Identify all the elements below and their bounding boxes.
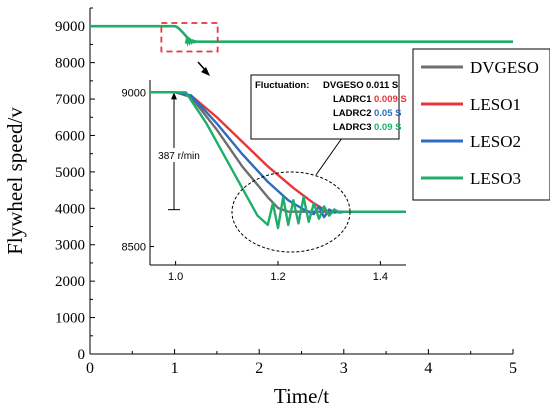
y-tick-label: 6000 (55, 128, 85, 144)
x-tick-label: 3 (340, 360, 348, 377)
drop-annotation-label: 387 r/min (158, 151, 200, 162)
oscillation-ellipse (231, 171, 351, 253)
y-axis-label: Flywheel speed/v (3, 107, 27, 255)
fluctuation-title: Fluctuation: (255, 80, 309, 91)
fluctuation-label: DVGESO (323, 80, 364, 91)
y-tick-label: 5000 (55, 165, 85, 181)
inset-series-leso3 (150, 91, 406, 230)
x-tick-label: 5 (509, 360, 517, 377)
zoom-arrow-head (201, 67, 210, 76)
fluctuation-label: LADRC3 (333, 122, 372, 133)
fluctuation-value: 0.009 S (374, 94, 407, 105)
fluctuation-label: LADRC1 (333, 94, 372, 105)
main-oscillation (184, 35, 199, 47)
legend-label-leso2: LESO2 (470, 132, 521, 151)
legend-label-dvgeso: DVGESO (470, 58, 539, 77)
inset-y-tick-label: 8500 (122, 242, 146, 254)
series-line-leso3 (90, 24, 513, 43)
y-tick-label: 4000 (55, 201, 85, 217)
fluctuation-label: LADRC2 (333, 108, 372, 119)
x-tick-label: 0 (86, 360, 94, 377)
drop-annotation-bg (155, 148, 203, 162)
series-line-leso1 (90, 25, 513, 43)
fluctuation-value: 0.05 S (374, 108, 401, 119)
ellipse-callout-line (315, 137, 343, 176)
inset-x-tick-label: 1.0 (168, 271, 183, 283)
legend-label-leso1: LESO1 (470, 95, 521, 114)
y-tick-label: 1000 (55, 311, 85, 327)
inset-x-tick-label: 1.2 (270, 271, 285, 283)
legend-box (412, 48, 550, 201)
y-tick-label: 2000 (55, 274, 85, 290)
legend-label-leso3: LESO3 (470, 169, 521, 188)
drop-annotation-arrowhead (171, 92, 177, 100)
x-tick-label: 1 (171, 360, 179, 377)
y-tick-label: 7000 (55, 92, 85, 108)
y-tick-label: 8000 (55, 56, 85, 72)
inset-y-tick-label: 9000 (122, 87, 146, 99)
fluctuation-box (250, 74, 400, 140)
fluctuation-value: 0.011 S (366, 80, 398, 91)
series-line-dvgeso (90, 25, 513, 43)
x-axis-label: Time/t (274, 384, 329, 408)
y-tick-label: 9000 (55, 19, 85, 35)
x-tick-label: 2 (255, 360, 263, 377)
zoom-highlight-box (160, 22, 219, 53)
y-tick-label: 3000 (55, 238, 85, 254)
y-tick-label: 0 (78, 347, 86, 363)
series-line-leso2 (90, 25, 513, 43)
inset-x-tick-label: 1.4 (373, 271, 388, 283)
x-tick-label: 4 (424, 360, 432, 377)
fluctuation-value: 0.09 S (374, 122, 401, 133)
